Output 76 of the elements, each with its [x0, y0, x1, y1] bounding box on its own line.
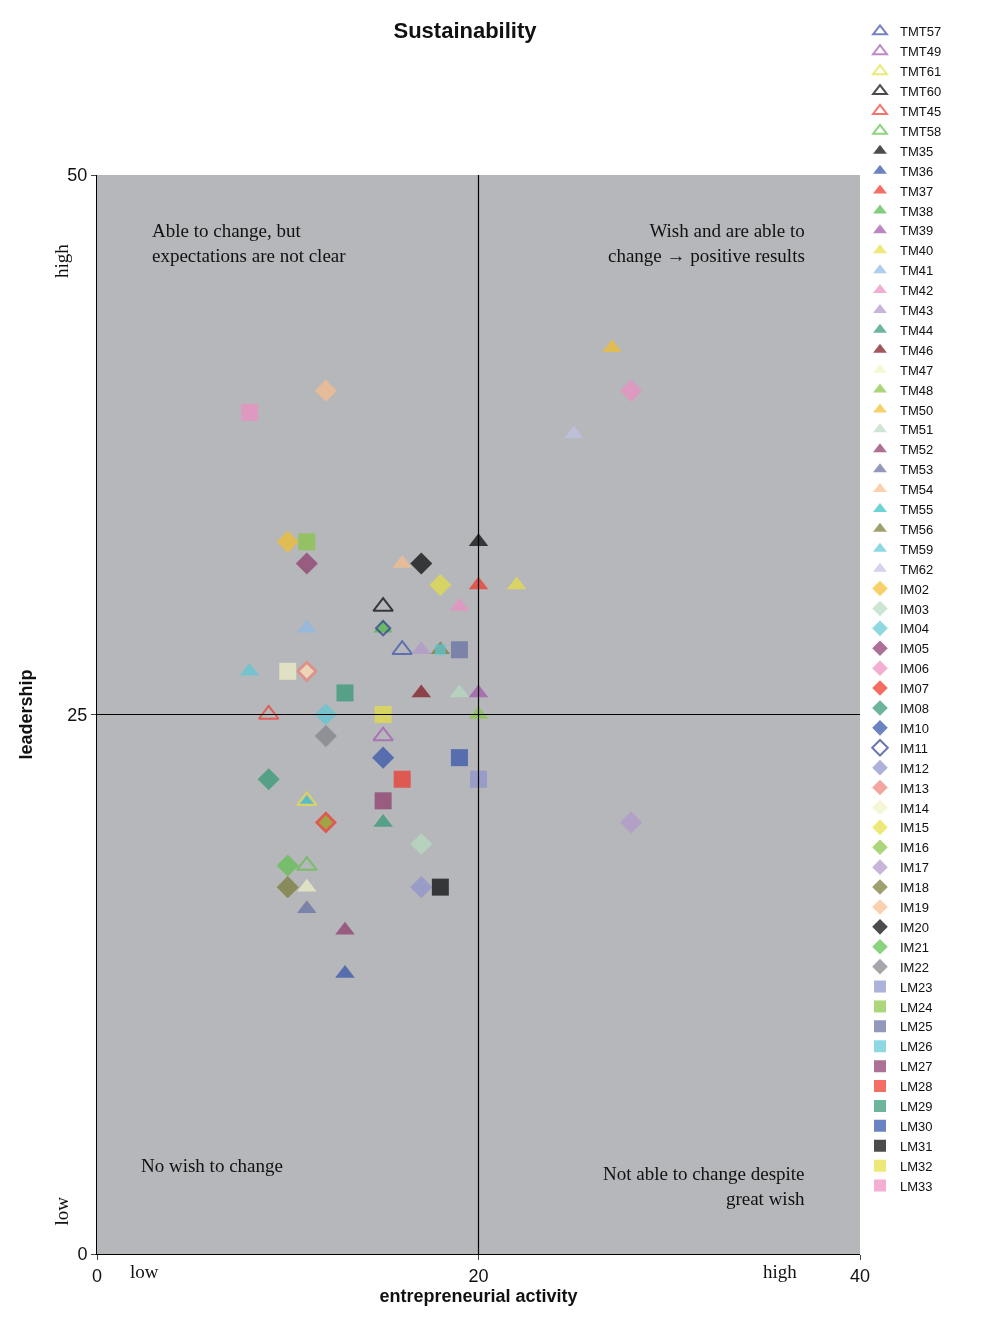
legend-label: TM40 [900, 243, 934, 259]
legend-label: TM51 [900, 422, 934, 438]
text: low [50, 1196, 72, 1226]
y-tick-label: 50 [67, 165, 88, 186]
legend-label: IM13 [900, 780, 929, 796]
legend-label: TM50 [900, 402, 934, 418]
legend-label: LM24 [900, 999, 933, 1015]
legend-label: TM42 [900, 283, 934, 299]
legend-label: TMT61 [900, 64, 942, 80]
legend-label: LM27 [900, 1059, 933, 1075]
legend-label: TM44 [900, 322, 934, 338]
annotation: Wish and are able to change → positive results [608, 220, 805, 266]
legend-label: TMT58 [900, 123, 942, 139]
x-axis-title: entrepreneurial activity [379, 1285, 578, 1306]
legend-label: IM10 [900, 720, 929, 736]
legend-label: TM36 [900, 163, 934, 179]
legend-label: TM46 [900, 342, 934, 358]
legend-label: TM47 [900, 362, 934, 378]
y-tick-label: 25 [67, 704, 88, 725]
legend-label: TM62 [900, 561, 934, 577]
legend-label: IM06 [900, 661, 929, 677]
chart-title: Sustainability [393, 17, 538, 43]
legend-label: IM19 [900, 900, 929, 916]
legend-label: TM39 [900, 223, 934, 239]
legend-label: IM21 [900, 939, 929, 955]
y-axis-title: leadership [15, 669, 36, 760]
legend-label: IM15 [900, 820, 929, 836]
legend-label: TM53 [900, 462, 934, 478]
legend-label: TM41 [900, 263, 934, 279]
legend-label: LM30 [900, 1118, 933, 1134]
legend-label: TM37 [900, 183, 934, 199]
legend-label: LM23 [900, 979, 933, 995]
legend-label: IM16 [900, 840, 929, 856]
text: low [130, 1261, 159, 1282]
x-tick-label: 20 [468, 1265, 489, 1286]
legend-label: LM25 [900, 1019, 933, 1035]
legend-label: IM22 [900, 959, 929, 975]
legend-label: IM12 [900, 760, 929, 776]
annotation: No wish to change [141, 1155, 283, 1176]
legend-label: TM38 [900, 203, 934, 219]
legend-label: LM26 [900, 1039, 933, 1055]
y-tick-label: 0 [77, 1244, 88, 1265]
annotation: Able to change, but expectations are not clear [152, 220, 347, 266]
legend-label: LM32 [900, 1158, 933, 1174]
legend-label: IM08 [900, 701, 929, 717]
legend-label: TMT57 [900, 24, 942, 40]
text: high [763, 1261, 798, 1282]
legend-label: LM31 [900, 1138, 933, 1154]
legend-label: IM14 [900, 800, 929, 816]
legend-label: TM48 [900, 382, 934, 398]
text: high [51, 243, 73, 278]
legend-label: TMT49 [900, 44, 942, 60]
legend-label: TMT45 [900, 104, 942, 120]
legend-label: LM33 [900, 1178, 933, 1194]
legend-label: LM29 [900, 1099, 933, 1115]
legend-label: TMT60 [900, 84, 942, 100]
x-tick-label: 0 [91, 1265, 103, 1286]
legend-label: TM59 [900, 541, 934, 557]
x-tick-label: 40 [849, 1265, 871, 1286]
legend-label: TM54 [900, 482, 934, 498]
legend-label: IM04 [900, 621, 929, 637]
legend-label: TM55 [900, 502, 934, 518]
legend-label: IM07 [900, 681, 929, 697]
legend-label: IM03 [900, 601, 929, 617]
annotation: Not able to change despite great wish [603, 1163, 806, 1209]
legend-label: LM28 [900, 1079, 933, 1095]
legend-label: TM43 [900, 303, 934, 319]
legend-label: IM02 [900, 581, 929, 597]
legend-label: IM18 [900, 880, 929, 896]
legend-label: TM35 [900, 143, 934, 159]
legend-label: IM20 [900, 919, 929, 935]
legend-label: IM17 [900, 860, 929, 876]
legend-label: IM11 [900, 740, 928, 756]
legend-label: TM52 [900, 442, 934, 458]
legend-label: TM56 [900, 521, 934, 537]
legend-label: IM05 [900, 641, 929, 657]
